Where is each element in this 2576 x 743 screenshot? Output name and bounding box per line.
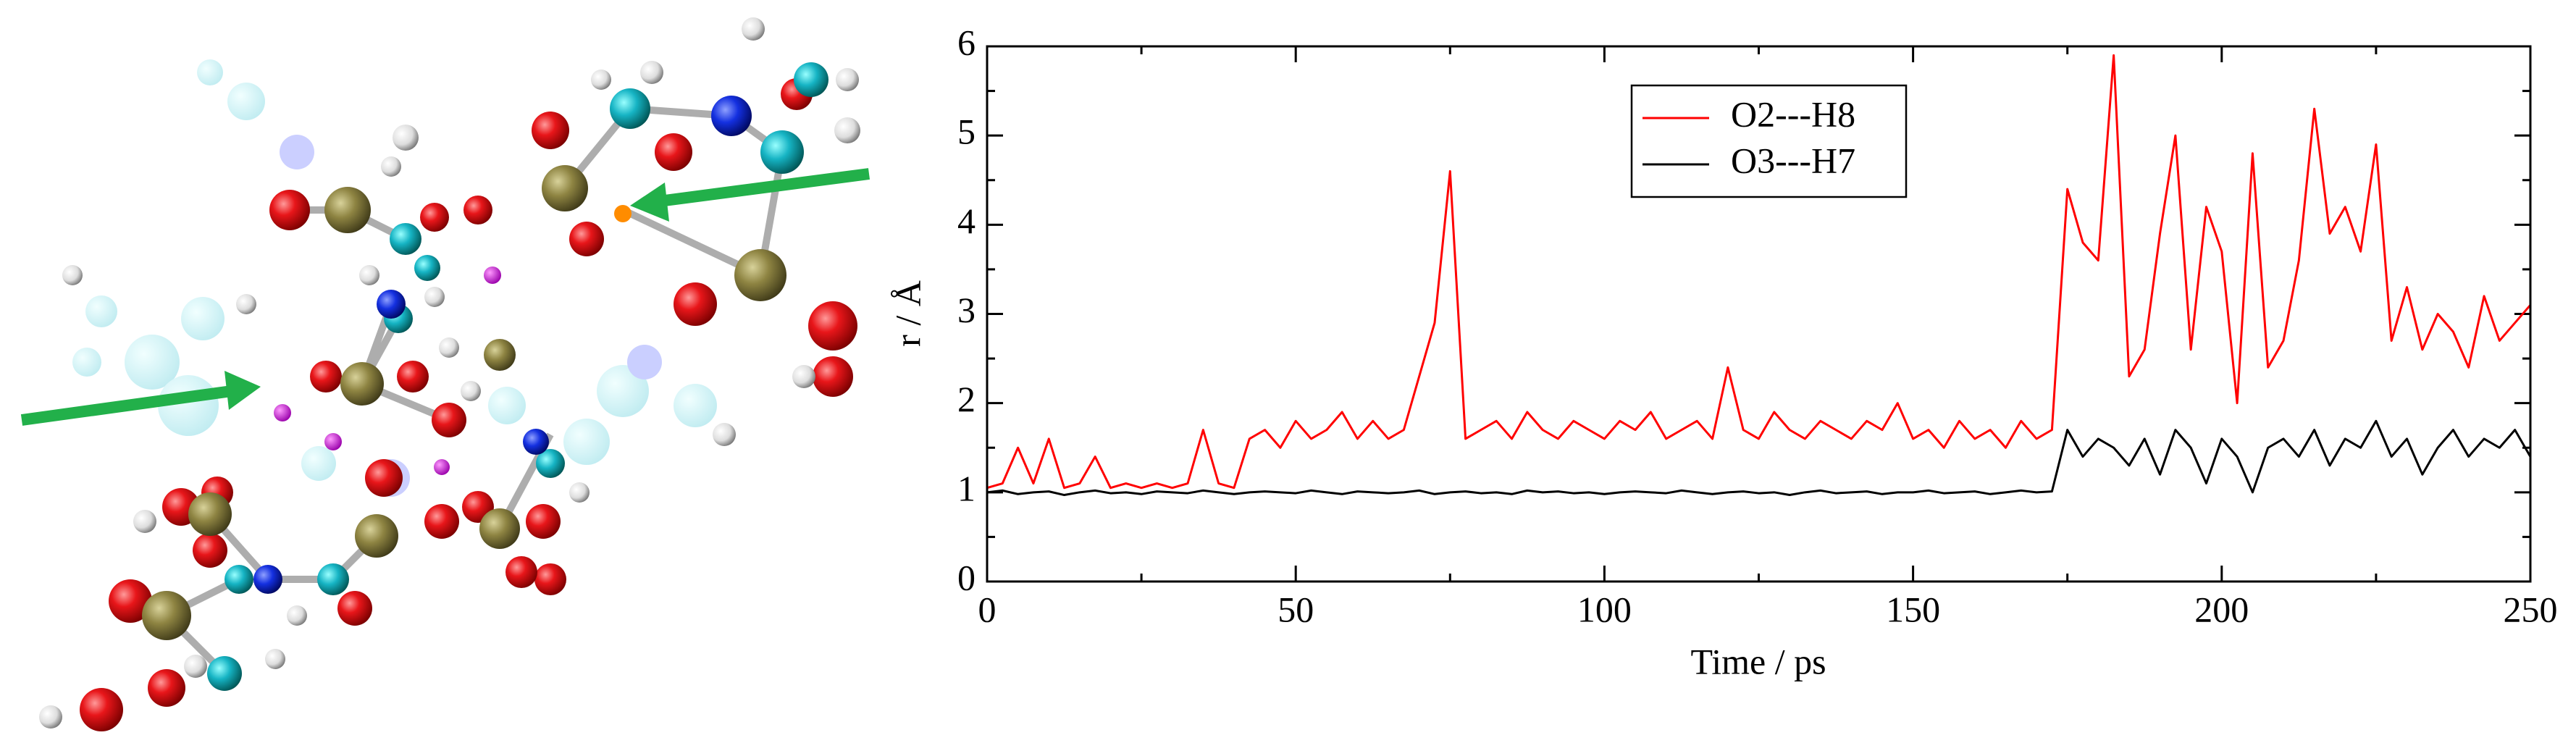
x-tick-label: 0 [978, 589, 997, 629]
series-line [986, 419, 2532, 497]
y-tick-label: 3 [957, 290, 976, 330]
y-tick-label: 6 [957, 22, 976, 62]
molecule-render [20, 17, 870, 731]
legend-label: O2---H8 [1731, 93, 1855, 134]
legend-box [1630, 84, 1908, 198]
y-tick-label: 1 [957, 468, 976, 508]
y-tick-label: 2 [957, 379, 976, 419]
x-tick-label: 250 [2504, 589, 2558, 629]
x-tick-label: 50 [1277, 589, 1314, 629]
plot-frame [986, 45, 2532, 583]
y-axis-label: r / Å [887, 280, 928, 347]
x-tick-label: 100 [1577, 589, 1632, 629]
legend-label: O3---H7 [1731, 140, 1855, 180]
x-tick-label: 150 [1886, 589, 1940, 629]
y-tick-label: 5 [957, 112, 976, 152]
x-tick-label: 200 [2194, 589, 2249, 629]
series-line [986, 54, 2532, 490]
x-axis-label: Time / ps [1690, 641, 1826, 681]
y-tick-label: 4 [957, 201, 976, 241]
y-tick-label: 0 [957, 557, 976, 597]
